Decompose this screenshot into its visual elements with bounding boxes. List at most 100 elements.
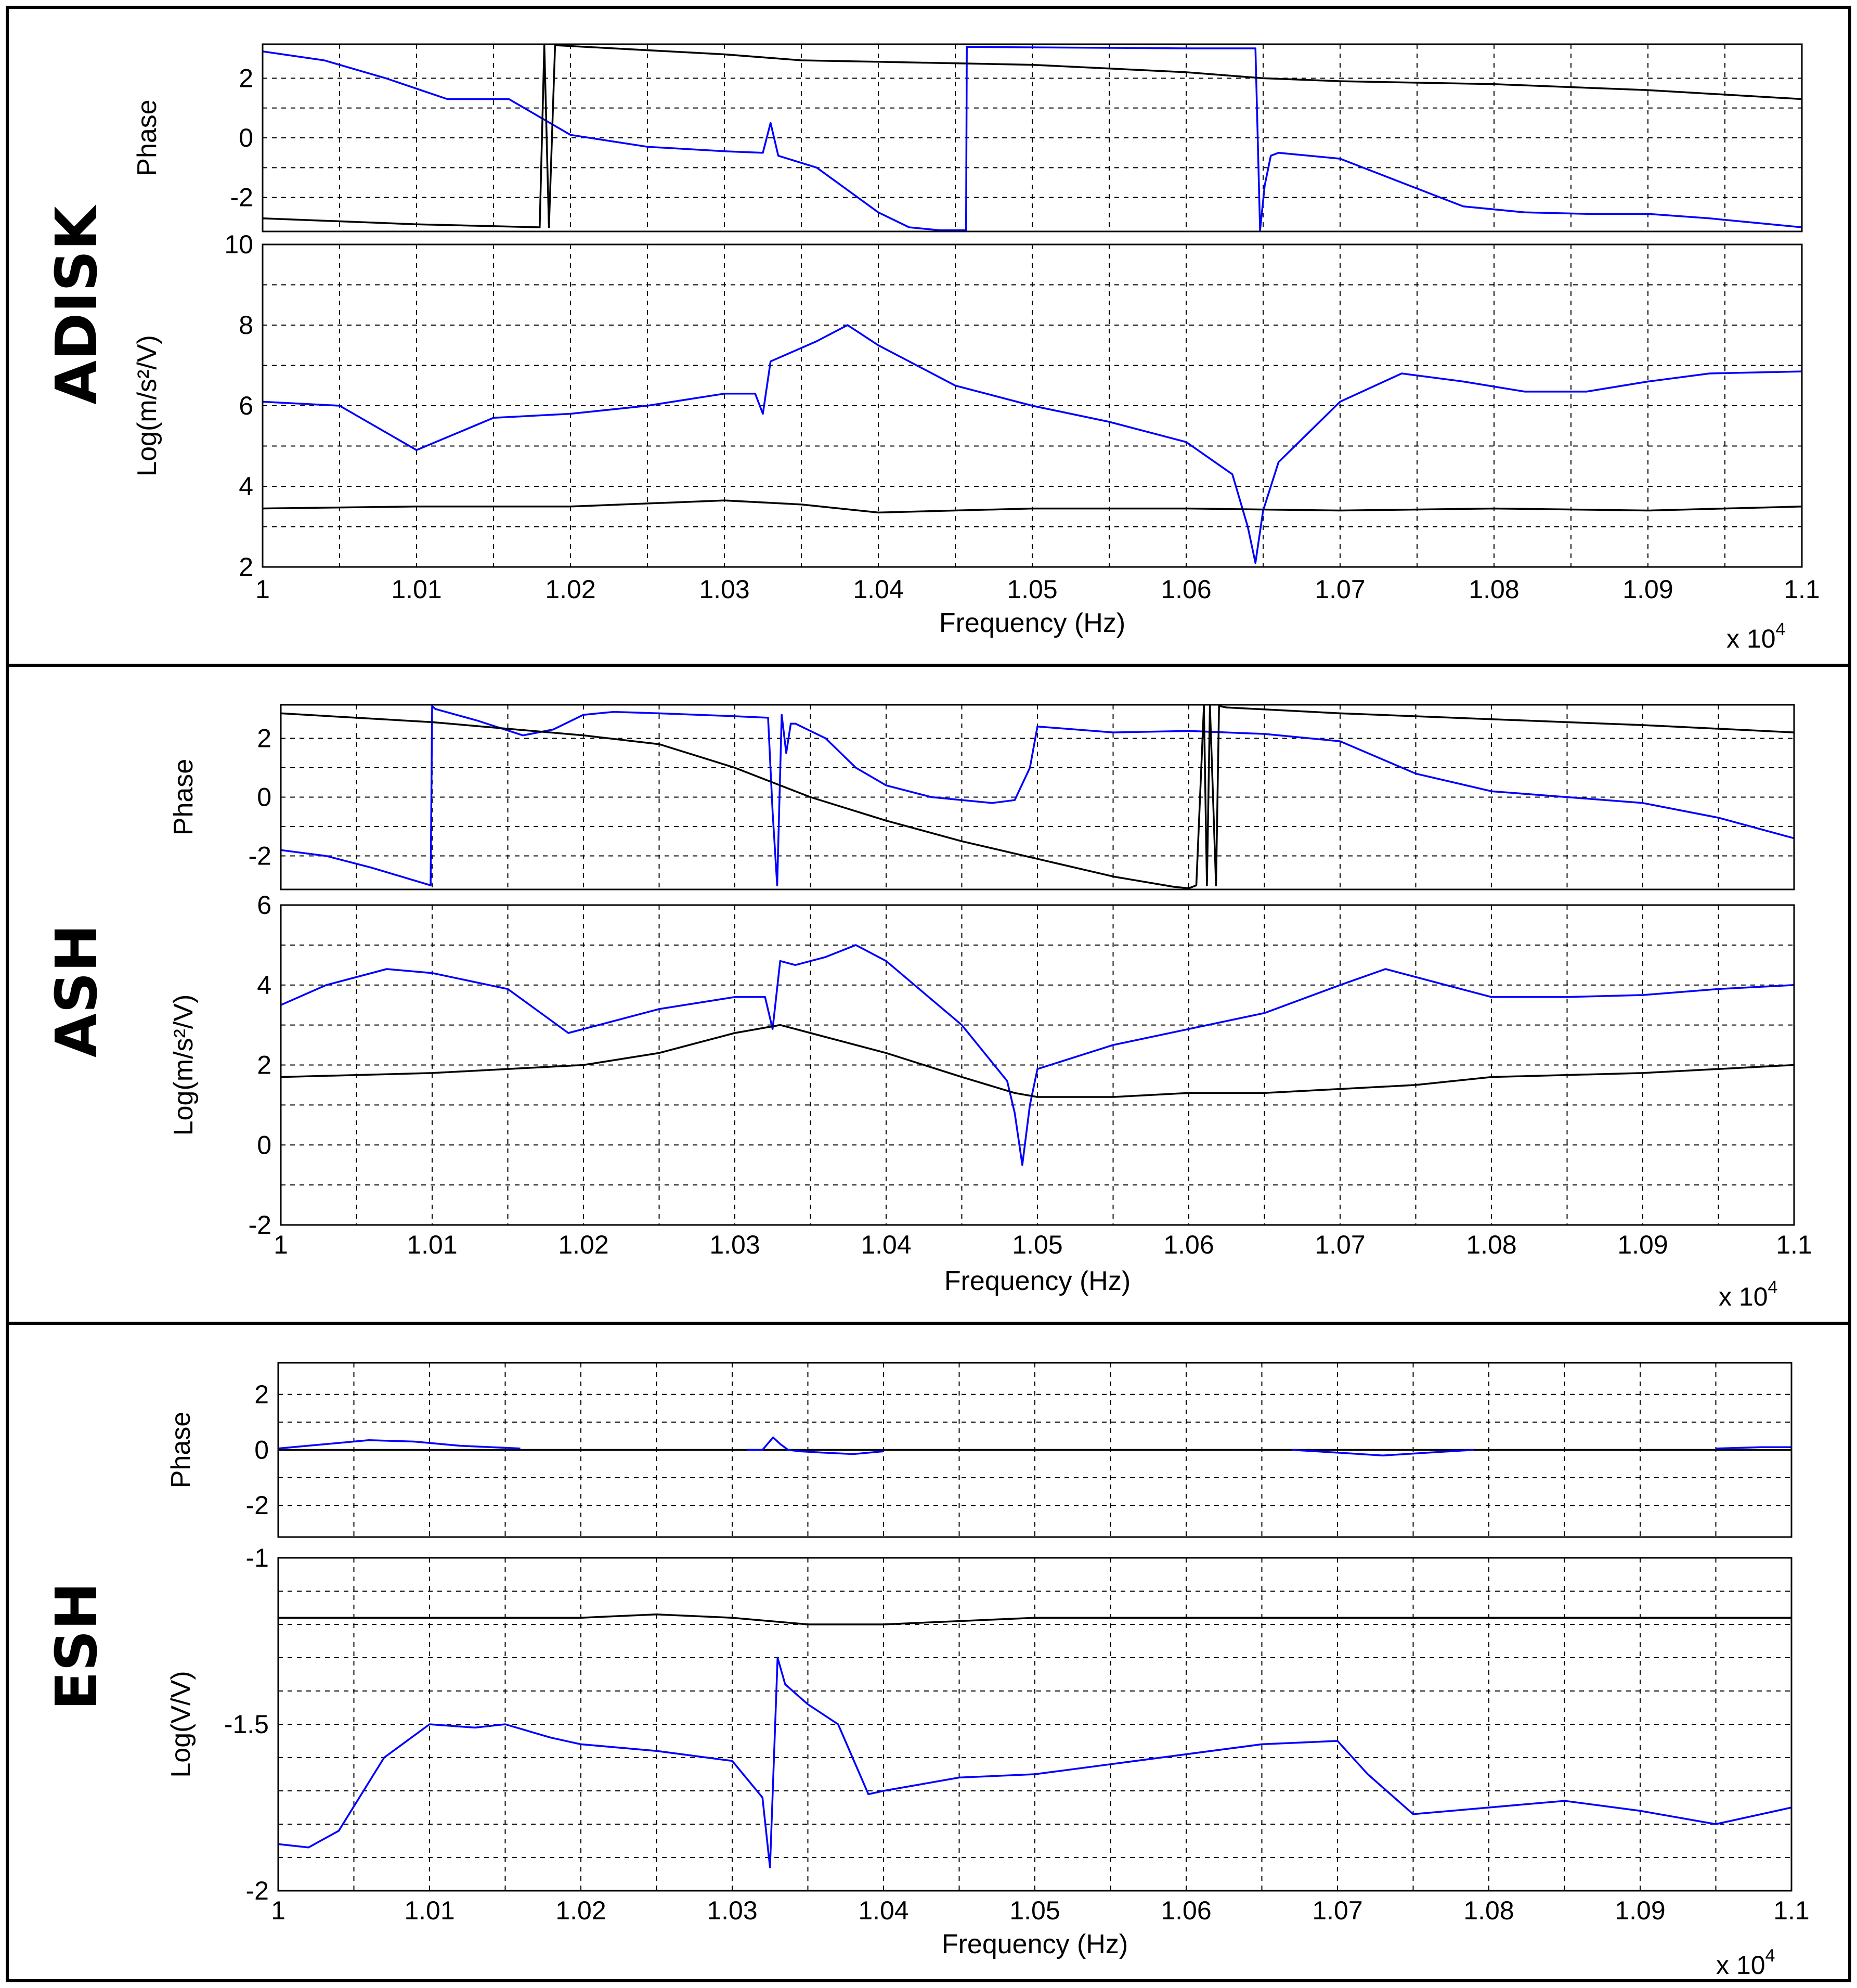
magnitude-axes-frame [277,1557,1793,1892]
x-multiplier: x 104 [1719,1277,1777,1311]
x-multiplier: x 104 [1726,619,1785,653]
y-tick-label: -1 [246,1543,269,1572]
x-tick-label: 1 [274,1230,288,1259]
phase-subplot: 2 0 -2 Phase [132,43,1803,233]
magnitude-plot-area [277,1557,1793,1892]
y-tick-label: 2 [239,552,253,582]
panel-border [6,1322,1851,1982]
y-tick-label: 6 [239,391,253,420]
magnitude-axes-frame [280,904,1795,1226]
y-tick-label: 0 [257,783,271,812]
magnitude-subplot: -1 -1.5 -2 Log(V/V) 1 1.01 1.02 1.03 1.04 1.05 1.0… [166,1543,1810,1980]
x-tick-label: 1.09 [1622,575,1673,604]
y-tick-label: 2 [257,724,271,753]
x-multiplier-exponent: 4 [1768,1277,1778,1297]
y-tick-label: 2 [257,1051,271,1080]
phase-subplot: 2 0 -2 Phase [166,1362,1793,1538]
x-axis-label: Frequency (Hz) [944,1266,1131,1296]
phase-ylabel: Phase [132,99,162,176]
panel-adisk: ADISK 2 0 -2 Phase 10 8 6 4 2 Log(m/s²/V) 1 1.01 1.02… [6,6,1851,667]
x-tick-label: 1.02 [558,1230,608,1259]
y-tick-label: -2 [230,183,253,212]
x-tick-label: 1.09 [1615,1896,1665,1925]
phase-trace-blue [1292,1449,1474,1456]
x-tick-label: 1.02 [555,1896,606,1925]
x-tick-label: 1.06 [1161,575,1211,604]
phase-ylabel: Phase [166,1412,196,1488]
y-tick-label: 0 [254,1436,269,1465]
phase-trace-blue [280,705,1795,886]
magnitude-ylabel: Log(V/V) [166,1671,196,1777]
panel-title: ADISK [43,204,110,405]
y-tick-label: 0 [239,123,253,152]
x-tick-label: 1.04 [861,1230,911,1259]
x-axis-label: Frequency (Hz) [939,608,1125,638]
x-tick-label: 1.1 [1773,1896,1810,1925]
x-tick-label: 1.04 [853,575,903,604]
x-tick-label: 1.01 [404,1896,454,1925]
x-tick-label: 1 [271,1896,285,1925]
x-multiplier-exponent: 4 [1776,619,1786,639]
x-tick-label: 1.08 [1469,575,1519,604]
y-tick-label: -2 [249,842,271,871]
y-tick-label: 2 [254,1380,269,1409]
x-tick-label: 1.04 [858,1896,908,1925]
y-tick-label: 8 [239,311,253,340]
y-tick-label: 2 [239,63,253,93]
y-tick-label: -2 [249,1210,271,1240]
x-tick-label: 1.07 [1312,1896,1362,1925]
y-tick-label: -2 [246,1491,269,1520]
x-tick-label: 1.05 [1009,1896,1060,1925]
x-tick-label: 1.02 [545,575,595,604]
phase-axes-frame [277,1362,1793,1538]
x-tick-label: 1 [255,575,270,604]
magnitude-ylabel: Log(m/s²/V) [168,995,199,1136]
magnitude-ylabel: Log(m/s²/V) [132,335,162,476]
x-tick-label: 1.09 [1617,1230,1668,1259]
x-tick-label: 1.05 [1007,575,1057,604]
y-tick-label: 4 [239,472,253,501]
x-tick-label: 1.07 [1315,1230,1365,1259]
phase-axes-frame [280,704,1795,890]
magnitude-axes-frame [262,243,1803,568]
x-tick-label: 1.1 [1776,1230,1812,1259]
magnitude-trace-black [262,499,1802,514]
x-tick-label: 1.03 [709,1230,760,1259]
x-multiplier: x 104 [1716,1946,1775,1980]
y-tick-label: 6 [257,890,271,920]
y-tick-label: -2 [246,1876,269,1905]
phase-axes-frame [262,43,1803,233]
panel-title: ESH [43,1582,110,1710]
phase-trace-blue [1716,1446,1791,1450]
panel-esh: ESH 2 0 -2 Phase -1 -1.5 -2 Log(V/V) 1 1.01 1.02 1.0… [6,1322,1851,1982]
phase-trace-black [262,44,1802,228]
phase-ylabel: Phase [168,759,199,835]
magnitude-trace-blue [262,324,1802,564]
x-tick-label: 1.03 [707,1896,757,1925]
phase-trace-black [280,705,1795,889]
magnitude-trace-black [278,1613,1791,1625]
x-multiplier-base: x 10 [1716,1951,1765,1980]
magnitude-trace-black [280,1024,1795,1098]
phase-trace-blue [747,1436,884,1455]
x-tick-label: 1.1 [1784,575,1820,604]
y-tick-label: 0 [257,1130,271,1159]
y-tick-label: 4 [257,971,271,1000]
x-tick-label: 1.06 [1163,1230,1214,1259]
x-axis-label: Frequency (Hz) [942,1929,1128,1959]
y-tick-label: -1.5 [224,1710,269,1739]
x-multiplier-base: x 10 [1719,1282,1768,1311]
y-tick-label: 10 [224,230,253,259]
x-tick-label: 1.06 [1161,1896,1211,1925]
x-tick-label: 1.08 [1466,1230,1516,1259]
x-tick-label: 1.08 [1463,1896,1514,1925]
magnitude-subplot: 6 4 2 0 -2 Log(m/s²/V) 1 1.01 1.02 1.03 1.04 1.05 1.… [168,890,1812,1311]
magnitude-trace-blue [280,944,1795,1166]
x-tick-label: 1.01 [407,1230,457,1259]
magnitude-subplot: 10 8 6 4 2 Log(m/s²/V) 1 1.01 1.02 1.03 1.04 1.05 1.… [132,230,1820,653]
panel-title: ASH [43,924,110,1057]
panel-ash: ASH 2 0 -2 Phase 6 4 2 0 -2 Log(m/s²/V) 1 1.01 1.02 1.… [6,664,1851,1325]
phase-trace-blue [262,46,1802,231]
x-multiplier-base: x 10 [1726,624,1776,653]
